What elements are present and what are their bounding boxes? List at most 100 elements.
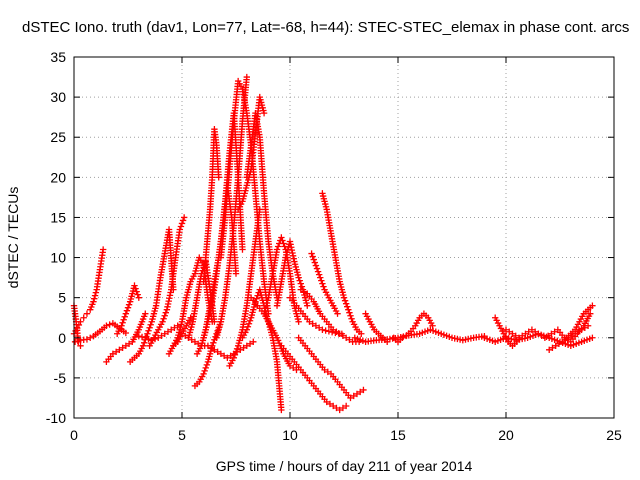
trace-marker	[339, 332, 347, 339]
data-point	[75, 338, 82, 345]
data-point	[215, 174, 222, 181]
trace-marker	[119, 344, 126, 352]
series-8	[146, 214, 188, 349]
trace-marker	[203, 361, 211, 369]
data-point	[278, 406, 285, 414]
trace-marker	[512, 332, 519, 339]
data-point	[217, 350, 225, 358]
trace-marker	[134, 291, 141, 298]
data-point	[178, 330, 186, 337]
trace-marker	[348, 315, 355, 322]
data-point	[77, 342, 84, 349]
data-point	[515, 334, 523, 341]
data-point	[83, 336, 91, 343]
trace-marker	[201, 367, 208, 375]
data-point	[552, 342, 559, 349]
series-3	[70, 302, 84, 349]
y-tick-label: -5	[54, 370, 67, 386]
y-tick-label: 10	[50, 250, 66, 266]
x-tick-label: 25	[606, 427, 622, 443]
data-point	[353, 390, 361, 398]
trace-marker	[346, 336, 353, 343]
trace-marker	[519, 332, 526, 339]
data-point	[204, 342, 212, 349]
data-point	[295, 318, 302, 325]
data-point	[80, 314, 87, 321]
trace-marker	[333, 404, 340, 412]
trace-marker	[171, 324, 178, 331]
trace-marker	[92, 289, 100, 296]
trace-marker	[350, 392, 357, 400]
data-point	[347, 394, 354, 402]
trace-marker	[177, 223, 185, 230]
data-point	[237, 346, 244, 354]
series-25	[273, 238, 311, 309]
trace-marker	[314, 268, 322, 275]
trace-marker	[309, 320, 316, 327]
data-point	[317, 274, 324, 281]
data-point	[589, 334, 596, 341]
series-30	[319, 190, 365, 337]
trace-marker	[158, 332, 165, 339]
trace-marker	[344, 303, 351, 310]
trace-marker	[575, 328, 582, 335]
data-point	[304, 302, 311, 309]
data-point	[116, 346, 123, 354]
trace-marker	[506, 328, 513, 335]
data-point	[260, 109, 268, 117]
y-tick-label: 0	[58, 330, 66, 346]
grid	[74, 57, 614, 418]
trace-marker	[551, 328, 558, 335]
trace-marker	[309, 253, 316, 260]
trace-marker	[164, 328, 172, 335]
data-point	[211, 318, 218, 325]
data-point	[306, 318, 313, 325]
trace-marker	[320, 283, 327, 290]
trace-marker	[138, 333, 146, 341]
series-21	[243, 109, 281, 301]
data-point	[340, 294, 348, 301]
trace-marker	[313, 265, 321, 272]
trace-marker	[214, 348, 221, 356]
trace-marker	[161, 312, 168, 319]
trace-marker	[544, 332, 552, 339]
y-tick-label: 5	[58, 290, 66, 306]
trace-marker	[315, 271, 323, 278]
trace-marker	[210, 339, 217, 346]
trace-marker	[240, 344, 247, 352]
trace-marker	[326, 400, 334, 408]
trace-marker	[202, 364, 209, 372]
trace-marker	[310, 256, 317, 263]
x-tick-label: 5	[178, 427, 186, 443]
trace-marker	[207, 344, 215, 352]
trace-marker	[121, 313, 128, 320]
data-point	[522, 330, 529, 337]
trace-marker	[346, 309, 353, 316]
trace-marker	[568, 332, 576, 339]
plot-frame	[73, 56, 615, 419]
data-point	[109, 350, 117, 358]
data-point	[587, 310, 594, 317]
data-point	[528, 326, 536, 333]
y-tick-label: -10	[46, 410, 66, 426]
data-point	[325, 328, 333, 335]
trace-marker	[244, 323, 252, 330]
trace-marker	[538, 332, 545, 339]
x-axis-label: GPS time / hours of day 211 of year 2014	[216, 458, 473, 474]
trace-marker	[324, 368, 331, 376]
data-marks	[70, 73, 596, 414]
trace-marker	[132, 285, 139, 292]
y-tick-label: 15	[50, 209, 66, 225]
data-point	[297, 286, 304, 293]
data-point	[578, 326, 585, 333]
trace-marker	[342, 300, 350, 307]
data-point	[191, 338, 199, 345]
trace-marker	[141, 339, 148, 346]
data-point	[122, 310, 130, 317]
trace-marker	[341, 297, 349, 304]
data-point	[584, 322, 592, 329]
x-tick-label: 0	[70, 427, 78, 443]
trace-marker	[525, 328, 532, 335]
trace-marker	[145, 327, 152, 334]
series-31	[308, 250, 341, 317]
